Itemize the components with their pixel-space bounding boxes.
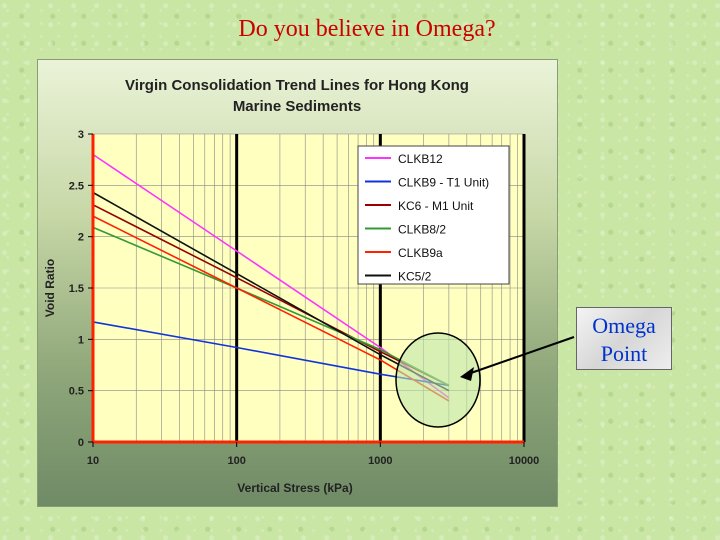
- x-axis-label: Vertical Stress (kPa): [237, 481, 352, 495]
- chart-title-line1: Virgin Consolidation Trend Lines for Hon…: [125, 77, 469, 94]
- x-tick-label: 10000: [509, 455, 540, 467]
- y-tick-label: 1.5: [69, 283, 84, 295]
- y-tick-label: 1: [78, 334, 84, 346]
- callout-line1: Omega: [592, 313, 656, 338]
- y-tick-label: 0: [78, 437, 84, 449]
- legend-box: [357, 145, 510, 285]
- legend-label-2: CLKB9 - T1 Unit): [398, 176, 489, 190]
- y-tick-label: 2.5: [69, 180, 84, 192]
- y-tick-label: 2: [78, 232, 84, 244]
- chart-frame: Virgin Consolidation Trend Lines for Hon…: [37, 59, 558, 507]
- omega-point-callout: Omega Point: [576, 307, 672, 370]
- y-tick-label: 0.5: [69, 386, 84, 398]
- y-axis-label: Void Ratio: [43, 259, 57, 317]
- chart-title-line2: Marine Sediments: [233, 98, 361, 115]
- y-tick-label: 3: [78, 129, 84, 141]
- slide-title: Do you believe in Omega?: [238, 16, 496, 42]
- legend-label-3: KC6 - M1 Unit: [398, 199, 474, 213]
- x-tick-label: 100: [227, 455, 245, 467]
- legend-label-4: CLKB8/2: [398, 223, 446, 237]
- legend-label-5: CLKB9a: [398, 246, 443, 260]
- x-tick-label: 1000: [368, 455, 392, 467]
- legend: CLKB12 CLKB9 - T1 Unit) KC6 - M1 Unit CLKB8…: [357, 145, 510, 285]
- tick-layer: 10 100 1000 10000 0 0.5 1 1.5 2 2.5 3: [69, 129, 540, 467]
- legend-label-6: KC5/2: [398, 270, 432, 284]
- chart-svg: Virgin Consolidation Trend Lines for Hon…: [43, 77, 540, 495]
- x-tick-label: 10: [87, 455, 99, 467]
- legend-label-1: CLKB12: [398, 152, 443, 166]
- callout-line2: Point: [600, 341, 648, 366]
